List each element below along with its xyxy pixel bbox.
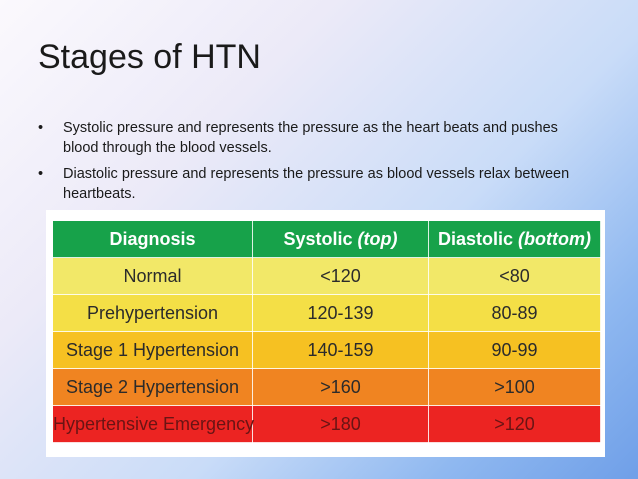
bullet-marker: •	[38, 166, 44, 182]
table-row: Hypertensive Emergency >180 >120	[52, 405, 601, 443]
cell-diastolic: >100	[428, 368, 601, 406]
cell-systolic: >180	[252, 405, 429, 443]
bullet-systolic: • Systolic pressure and represents the p…	[38, 118, 578, 158]
header-diastolic: Diastolic (bottom)	[428, 220, 601, 258]
cell-diastolic: 90-99	[428, 331, 601, 369]
cell-diagnosis: Stage 2 Hypertension	[52, 368, 253, 406]
table-row: Stage 1 Hypertension 140-159 90-99	[52, 331, 601, 369]
header-systolic-label: Systolic	[283, 228, 353, 249]
cell-diastolic: >120	[428, 405, 601, 443]
header-diagnosis: Diagnosis	[52, 220, 253, 258]
table-row: Prehypertension 120-139 80-89	[52, 294, 601, 332]
cell-diagnosis: Hypertensive Emergency	[52, 405, 254, 443]
cell-systolic: <120	[252, 257, 429, 295]
slide-title: Stages of HTN	[38, 38, 261, 76]
table-row: Stage 2 Hypertension >160 >100	[52, 368, 601, 406]
cell-diagnosis: Normal	[52, 257, 253, 295]
header-diastolic-sub: (bottom)	[518, 228, 591, 249]
cell-diastolic: 80-89	[428, 294, 601, 332]
cell-diastolic: <80	[428, 257, 601, 295]
header-diastolic-label: Diastolic	[437, 228, 514, 249]
bullet-diastolic: • Diastolic pressure and represents the …	[38, 164, 578, 204]
htn-table-image: Diagnosis Systolic (top) Diastolic (bott…	[46, 210, 605, 457]
bullet-text: Systolic pressure and represents the pre…	[63, 120, 558, 156]
htn-stages-table: Diagnosis Systolic (top) Diastolic (bott…	[52, 220, 601, 443]
header-systolic: Systolic (top)	[252, 220, 429, 258]
bullet-marker: •	[38, 120, 44, 136]
table-row: Normal <120 <80	[52, 257, 601, 295]
cell-systolic: >160	[252, 368, 429, 406]
cell-diagnosis: Stage 1 Hypertension	[52, 331, 253, 369]
header-systolic-sub: (top)	[357, 228, 398, 249]
cell-systolic: 140-159	[252, 331, 429, 369]
cell-systolic: 120-139	[252, 294, 429, 332]
bullet-text: Diastolic pressure and represents the pr…	[63, 166, 570, 202]
cell-diagnosis: Prehypertension	[52, 294, 253, 332]
table-header-row: Diagnosis Systolic (top) Diastolic (bott…	[52, 220, 601, 258]
bullet-list: • Systolic pressure and represents the p…	[38, 118, 578, 210]
header-diagnosis-label: Diagnosis	[109, 228, 196, 249]
